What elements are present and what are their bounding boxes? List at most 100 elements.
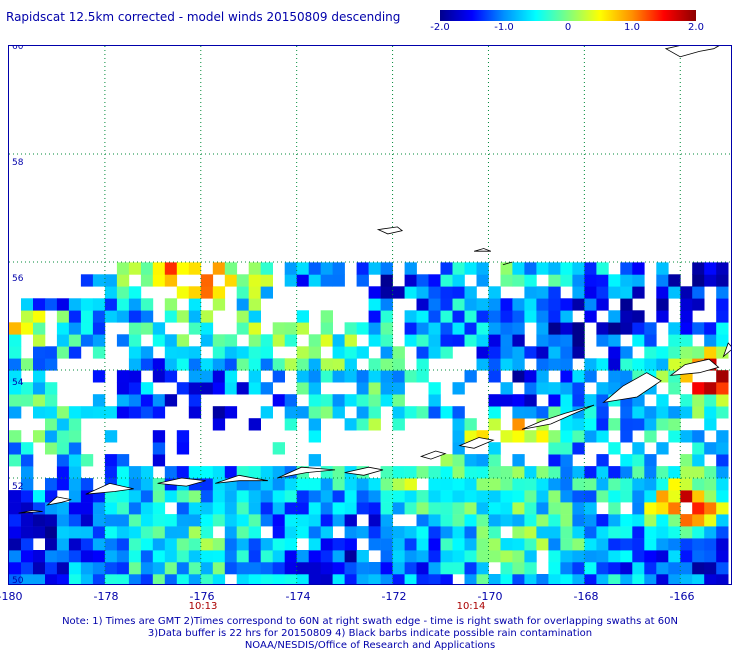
wind-pixel xyxy=(692,502,705,515)
wind-pixel xyxy=(248,286,261,299)
wind-pixel xyxy=(548,574,561,584)
wind-pixel xyxy=(668,526,681,539)
wind-pixel xyxy=(68,298,82,311)
swath-time-label: 10:13 xyxy=(188,601,218,612)
wind-pixel xyxy=(284,502,297,515)
wind-pixel xyxy=(284,394,297,407)
wind-pixel xyxy=(236,562,249,575)
wind-pixel xyxy=(188,550,202,563)
wind-pixel xyxy=(68,538,82,551)
wind-pixel xyxy=(680,286,693,299)
wind-pixel xyxy=(188,286,202,299)
wind-pixel xyxy=(704,274,717,287)
wind-pixel xyxy=(164,574,178,584)
wind-pixel xyxy=(476,298,489,311)
wind-pixel xyxy=(68,418,82,431)
wind-pixel xyxy=(716,298,729,311)
lat-label: 54 xyxy=(12,378,24,388)
wind-pixel xyxy=(212,466,226,479)
wind-pixel xyxy=(560,298,573,311)
coastline-island xyxy=(277,466,336,479)
wind-pixel xyxy=(236,382,249,395)
wind-pixel xyxy=(488,538,501,551)
wind-pixel xyxy=(572,382,585,395)
wind-pixel xyxy=(632,418,645,431)
wind-pixel xyxy=(512,394,525,407)
wind-pixel xyxy=(116,466,130,479)
wind-pixel xyxy=(164,466,178,479)
wind-pixel xyxy=(356,346,369,359)
wind-pixel xyxy=(500,550,513,563)
wind-pixel xyxy=(344,550,357,563)
wind-pixel xyxy=(488,466,501,479)
wind-pixel xyxy=(680,490,693,503)
wind-pixel xyxy=(392,490,405,503)
wind-pixel xyxy=(404,526,417,539)
coastline-island xyxy=(215,474,268,484)
wind-pixel xyxy=(548,502,561,515)
wind-pixel xyxy=(464,334,477,347)
wind-pixel xyxy=(548,538,561,551)
wind-pixel xyxy=(596,286,609,299)
wind-pixel xyxy=(116,526,130,539)
wind-pixel xyxy=(488,514,501,527)
wind-pixel xyxy=(332,394,345,407)
wind-pixel xyxy=(572,526,585,539)
wind-pixel xyxy=(296,358,309,371)
wind-pixel xyxy=(152,262,166,275)
wind-pixel xyxy=(368,574,381,584)
lon-label: -174 xyxy=(285,590,311,603)
wind-pixel xyxy=(632,466,645,479)
wind-pixel xyxy=(68,466,82,479)
wind-pixel xyxy=(188,370,202,383)
wind-pixel xyxy=(152,274,166,287)
wind-pixel xyxy=(284,514,297,527)
wind-pixel xyxy=(716,262,729,275)
wind-pixel xyxy=(188,466,202,479)
wind-pixel xyxy=(536,346,549,359)
wind-pixel xyxy=(21,574,34,584)
wind-pixel xyxy=(536,298,549,311)
wind-pixel xyxy=(536,370,549,383)
wind-pixel xyxy=(176,562,190,575)
wind-pixel xyxy=(92,370,106,383)
wind-pixel xyxy=(248,274,261,287)
wind-pixel xyxy=(104,574,118,584)
wind-pixel xyxy=(488,574,501,584)
wind-pixel xyxy=(260,382,273,395)
wind-pixel xyxy=(404,370,417,383)
wind-pixel xyxy=(512,478,525,491)
wind-pixel xyxy=(332,370,345,383)
wind-map-canvas xyxy=(9,46,731,584)
wind-pixel xyxy=(164,358,178,371)
wind-pixel xyxy=(512,370,525,383)
wind-pixel xyxy=(428,538,441,551)
wind-pixel xyxy=(596,466,609,479)
lat-label: 58 xyxy=(12,158,24,168)
wind-pixel xyxy=(21,322,34,335)
wind-pixel xyxy=(668,418,681,431)
wind-pixel xyxy=(668,346,681,359)
wind-pixel xyxy=(608,310,621,323)
wind-pixel xyxy=(476,490,489,503)
wind-pixel xyxy=(56,502,70,515)
wind-pixel xyxy=(500,490,513,503)
wind-pixel xyxy=(320,310,333,323)
wind-map[interactable]: 60 58 56 54 52 50 xyxy=(8,45,732,585)
wind-pixel xyxy=(320,274,333,287)
wind-pixel xyxy=(428,550,441,563)
wind-pixel xyxy=(380,334,393,347)
wind-pixel xyxy=(164,538,178,551)
wind-pixel xyxy=(620,562,633,575)
wind-pixel xyxy=(476,550,489,563)
wind-pixel xyxy=(296,310,309,323)
wind-pixel xyxy=(524,466,537,479)
wind-pixel xyxy=(716,502,729,515)
coastline-island xyxy=(45,496,72,506)
wind-pixel xyxy=(140,298,154,311)
wind-pixel xyxy=(128,382,142,395)
wind-pixel xyxy=(476,574,489,584)
wind-pixel xyxy=(428,298,441,311)
wind-pixel xyxy=(440,298,453,311)
wind-pixel xyxy=(368,418,381,431)
